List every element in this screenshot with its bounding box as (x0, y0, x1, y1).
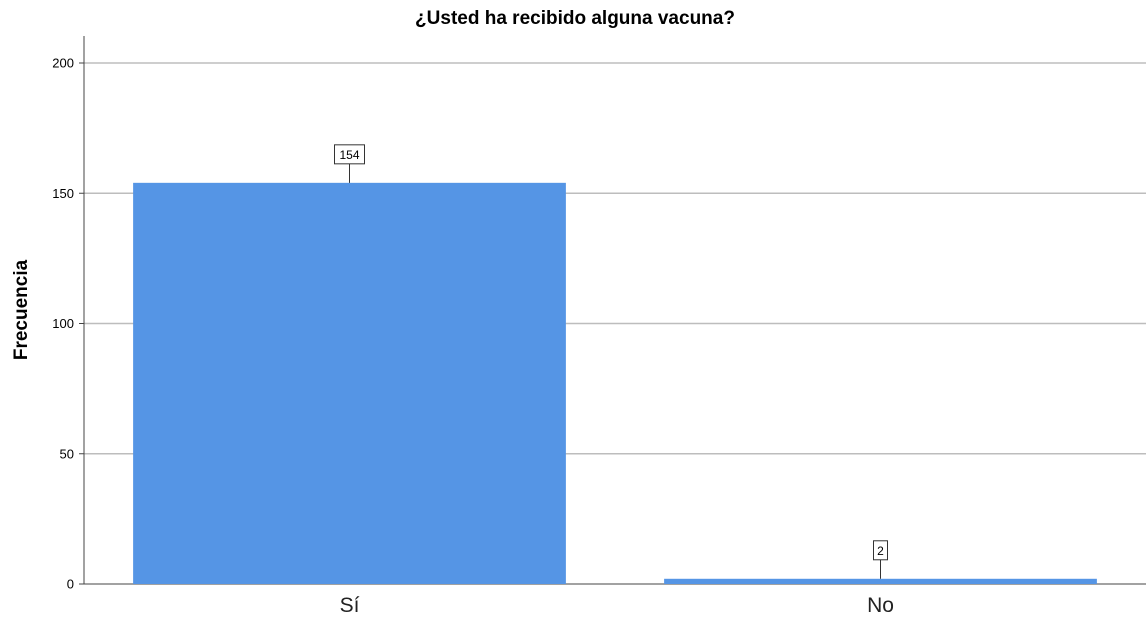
chart-title: ¿Usted ha recibido alguna vacuna? (415, 8, 735, 29)
data-label: 154 (339, 148, 359, 162)
y-tick-labels: 0 50 100 150 200 (52, 56, 84, 592)
bar-2 (664, 579, 1097, 584)
y-tick-label: 200 (52, 56, 74, 71)
y-tick-label: 150 (52, 186, 74, 201)
x-tick-label: Sí (340, 594, 360, 617)
y-axis-label: Frecuencia (11, 259, 32, 360)
x-tick-label: No (867, 594, 894, 617)
y-tick-label: 50 (60, 446, 74, 461)
y-tick-label: 0 (67, 577, 74, 592)
data-label: 2 (877, 544, 884, 558)
bars (133, 183, 1097, 584)
x-tick-labels: Sí No (340, 594, 894, 617)
y-tick-label: 100 (52, 316, 74, 331)
bar-1 (133, 183, 566, 584)
